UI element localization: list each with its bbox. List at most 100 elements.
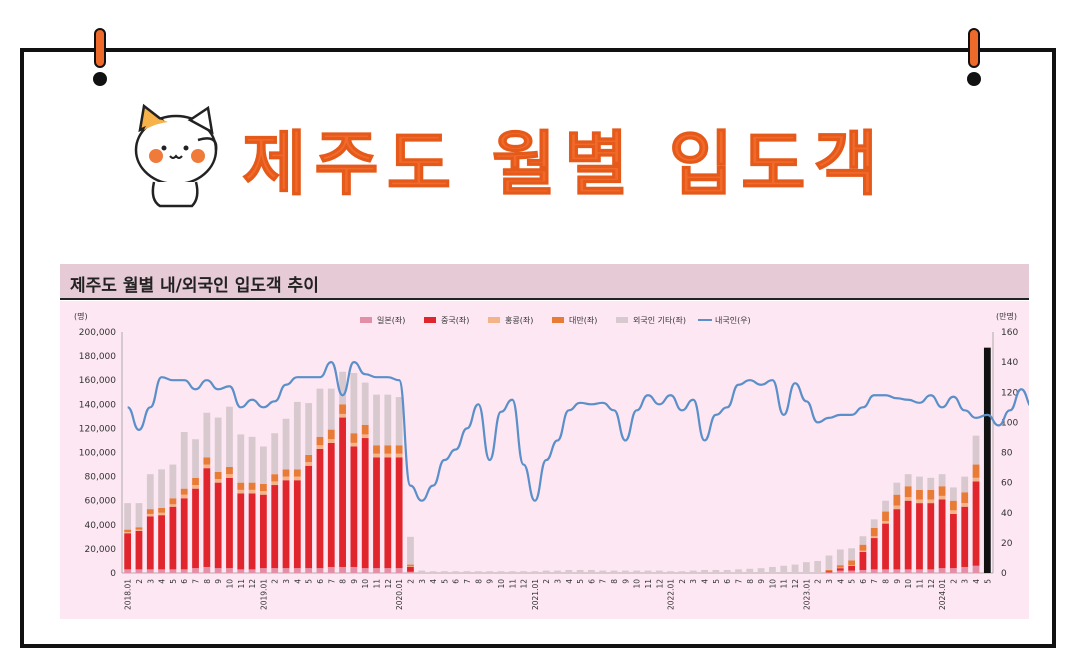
bar-segment (361, 382, 369, 425)
x-tick-label: 2023.01 (802, 579, 811, 610)
x-tick-label: 2 (271, 579, 280, 584)
bar-segment (146, 513, 154, 517)
bar-segment (916, 569, 923, 573)
bar-segment (791, 564, 799, 573)
bar-segment (124, 532, 132, 534)
bar-segment (282, 480, 290, 569)
bar-segment (192, 568, 199, 573)
bar-segment (418, 570, 426, 573)
bar-segment (440, 571, 448, 573)
x-tick-label: 5 (169, 579, 178, 584)
x-tick-label: 9 (350, 579, 359, 584)
bar-segment (950, 500, 957, 511)
bar-segment (135, 529, 143, 531)
bar-segment (158, 507, 165, 513)
bar-segment (248, 436, 256, 483)
right-tick-label: 40 (1001, 509, 1013, 519)
bar-segment (169, 504, 177, 507)
bar-segment (927, 477, 935, 490)
bar-segment (226, 568, 233, 573)
x-tick-label: 8 (746, 579, 755, 584)
bar-segment (836, 549, 844, 566)
x-tick-label: 7 (734, 579, 743, 584)
bar-segment (950, 510, 957, 514)
bar-segment (192, 485, 199, 489)
left-tick-label: 0 (110, 569, 116, 579)
bar-segment (361, 438, 369, 569)
x-tick-label: 9 (757, 579, 766, 584)
bar-segment (474, 571, 482, 573)
x-tick-label: 10 (768, 579, 777, 589)
bar-segment (961, 503, 969, 507)
bar-segment (859, 550, 867, 552)
left-tick-label: 160,000 (79, 376, 116, 386)
bar-segment (203, 464, 211, 469)
x-tick-label: 2 (135, 579, 144, 584)
legend-swatch (552, 317, 564, 323)
bar-segment (882, 523, 889, 570)
bar-segment (859, 551, 867, 570)
bar-segment (961, 476, 969, 493)
bar-segment (836, 567, 844, 569)
bar-segment (339, 417, 346, 567)
bar-segment (316, 445, 324, 449)
x-tick-label: 5 (712, 579, 721, 584)
bar-segment (203, 566, 211, 573)
bar-segment (780, 565, 788, 573)
left-tick-label: 60,000 (85, 497, 117, 507)
left-tick-label: 20,000 (85, 545, 117, 555)
x-tick-label: 8 (882, 579, 891, 584)
chart-svg: 200,000 180,000 160,000 140,000 120,000 100,0… (74, 311, 1033, 610)
bar-segment (373, 453, 380, 458)
x-tick-label: 5 (848, 579, 857, 584)
legend-label: 일본(좌) (377, 316, 405, 325)
bar-segment (293, 480, 301, 569)
bar-segment (169, 464, 177, 499)
bar-segment (350, 433, 358, 443)
bar-segment (836, 565, 844, 568)
bar-segment (735, 569, 742, 573)
bar-segment (124, 569, 132, 573)
x-tick-label: 3 (146, 579, 155, 584)
x-tick-label: 2019.01 (259, 579, 268, 610)
bar-segment (350, 566, 358, 573)
bar-segment (237, 569, 245, 573)
x-tick-label: 12 (791, 579, 800, 589)
bar-segment (192, 477, 199, 486)
bar-segment (237, 482, 245, 490)
bar-segment (407, 571, 414, 573)
left-tick-label: 80,000 (85, 473, 117, 483)
bar-segment (305, 568, 313, 573)
legend-label: 대만(좌) (569, 316, 597, 325)
left-tick-label: 140,000 (79, 400, 116, 410)
right-tick-label: 100 (1001, 418, 1018, 428)
bar-segment (870, 569, 878, 573)
bar-segment (859, 569, 867, 573)
bar-segment (848, 565, 855, 571)
bar-segment (723, 569, 731, 573)
bar-segment (339, 371, 346, 405)
x-tick-label: 11 (508, 579, 517, 589)
bar-segment (565, 569, 573, 573)
bar-segment (407, 566, 414, 567)
bar-segment (135, 569, 143, 573)
bar-segment (169, 569, 177, 573)
x-tick-label: 6 (859, 579, 868, 584)
bar-segment (180, 569, 188, 573)
bar-segment (972, 477, 980, 482)
x-tick-label: 3 (961, 579, 970, 584)
bar-segment (237, 489, 245, 494)
x-tick-label: 7 (599, 579, 608, 584)
bar-segment (407, 536, 414, 565)
bar-segment (893, 494, 901, 506)
x-tick-label: 7 (463, 579, 472, 584)
bar-segment (916, 499, 923, 504)
bar-segment (769, 566, 776, 573)
bar-segment (214, 568, 222, 573)
x-tick-label: 3 (418, 579, 427, 584)
bar-segment (373, 394, 380, 446)
bar-segment (395, 457, 403, 569)
bar-segment (226, 477, 233, 569)
left-axis-unit: (명) (74, 311, 88, 321)
bar-segment (893, 505, 901, 510)
